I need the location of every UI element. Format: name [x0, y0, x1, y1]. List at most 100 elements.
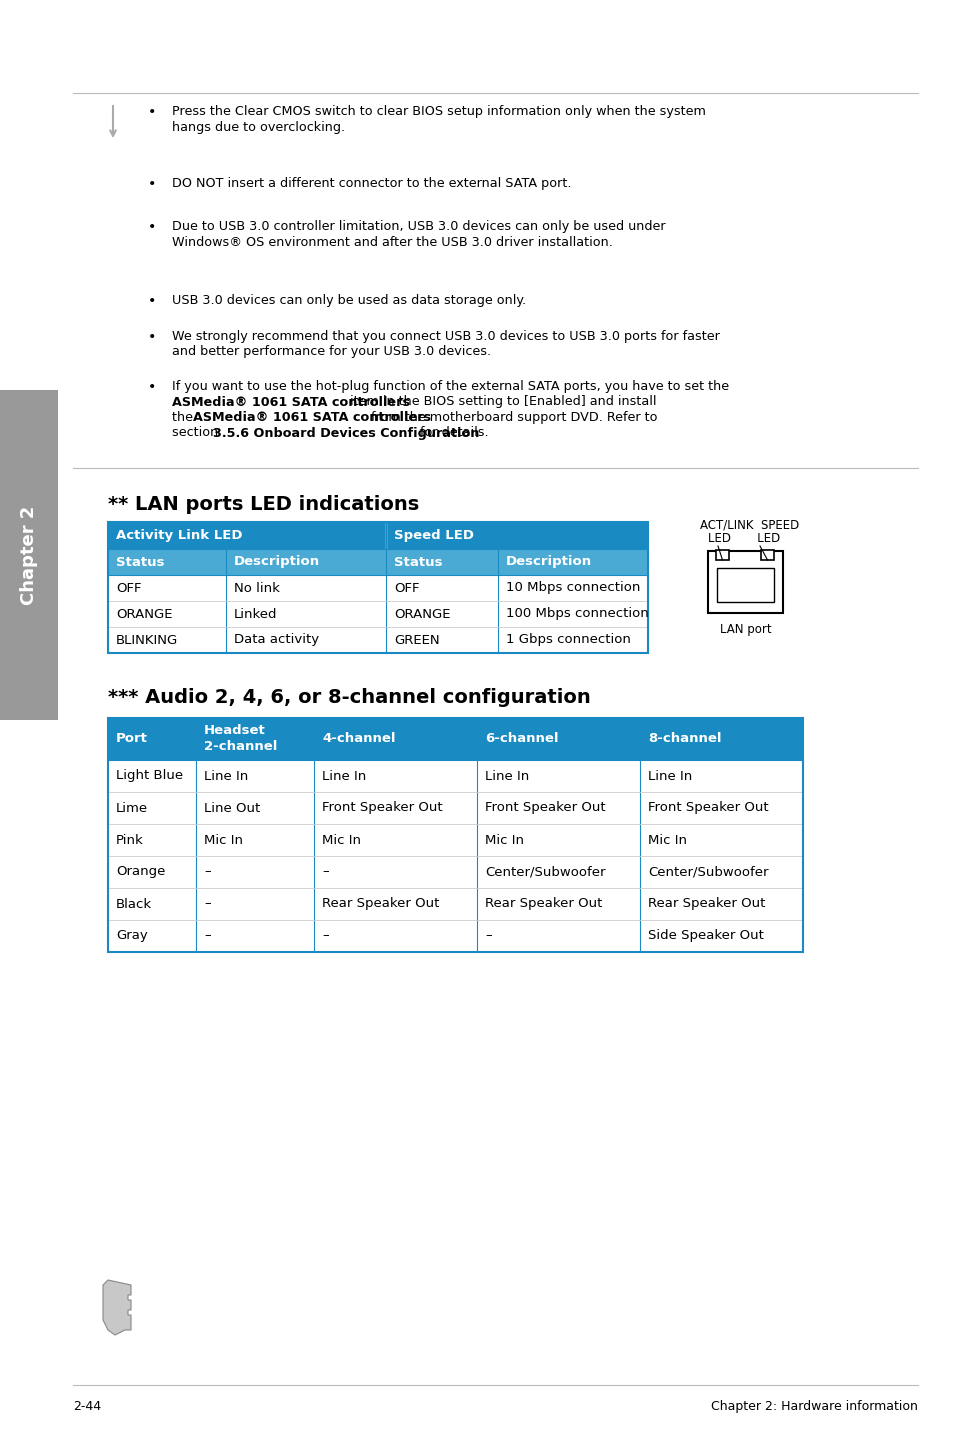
Bar — [707, 551, 782, 613]
Text: Due to USB 3.0 controller limitation, USB 3.0 devices can only be used under: Due to USB 3.0 controller limitation, US… — [172, 220, 665, 233]
Bar — [108, 575, 647, 601]
Text: Rear Speaker Out: Rear Speaker Out — [647, 897, 764, 910]
Text: Front Speaker Out: Front Speaker Out — [484, 801, 605, 814]
Bar — [0, 390, 58, 720]
Text: ASMedia® 1061 SATA controllers: ASMedia® 1061 SATA controllers — [172, 395, 410, 408]
Bar — [108, 627, 647, 653]
Polygon shape — [103, 1280, 131, 1334]
Text: Rear Speaker Out: Rear Speaker Out — [484, 897, 601, 910]
Bar — [108, 522, 647, 549]
Text: ACT/LINK  SPEED: ACT/LINK SPEED — [700, 518, 799, 531]
Text: OFF: OFF — [394, 581, 419, 594]
Text: Gray: Gray — [116, 929, 148, 942]
Bar — [717, 568, 773, 603]
Text: for details.: for details. — [416, 427, 488, 440]
Bar — [108, 601, 647, 627]
Text: Description: Description — [233, 555, 320, 568]
Text: LED       LED: LED LED — [707, 532, 780, 545]
Text: Line In: Line In — [484, 769, 529, 782]
Text: If you want to use the hot-plug function of the external SATA ports, you have to: If you want to use the hot-plug function… — [172, 380, 728, 393]
Text: Mic In: Mic In — [322, 834, 360, 847]
Text: 100 Mbps connection: 100 Mbps connection — [505, 607, 648, 621]
Text: •: • — [148, 105, 156, 119]
Text: Center/Subwoofer: Center/Subwoofer — [647, 866, 768, 879]
Text: Linked: Linked — [233, 607, 277, 621]
Text: Status: Status — [116, 555, 164, 568]
Text: Mic In: Mic In — [204, 834, 243, 847]
Text: Speed LED: Speed LED — [394, 529, 474, 542]
Text: •: • — [148, 177, 156, 191]
Text: and better performance for your USB 3.0 devices.: and better performance for your USB 3.0 … — [172, 345, 491, 358]
Bar — [108, 761, 802, 792]
Text: Center/Subwoofer: Center/Subwoofer — [484, 866, 605, 879]
Text: Port: Port — [116, 732, 148, 745]
Text: Chapter 2: Chapter 2 — [20, 505, 38, 605]
Text: 10 Mbps connection: 10 Mbps connection — [505, 581, 639, 594]
Bar — [760, 549, 773, 559]
Text: item in the BIOS setting to [Enabled] and install: item in the BIOS setting to [Enabled] an… — [346, 395, 656, 408]
Text: No link: No link — [233, 581, 279, 594]
Text: section: section — [172, 427, 222, 440]
Text: hangs due to overclocking.: hangs due to overclocking. — [172, 121, 345, 134]
Text: Activity Link LED: Activity Link LED — [116, 529, 242, 542]
Text: ** LAN ports LED indications: ** LAN ports LED indications — [108, 495, 418, 513]
Text: LAN port: LAN port — [719, 623, 771, 636]
Text: Black: Black — [116, 897, 152, 910]
Text: Press the Clear CMOS switch to clear BIOS setup information only when the system: Press the Clear CMOS switch to clear BIO… — [172, 105, 705, 118]
Text: USB 3.0 devices can only be used as data storage only.: USB 3.0 devices can only be used as data… — [172, 293, 525, 306]
Text: –: – — [322, 866, 328, 879]
Text: Chapter 2: Hardware information: Chapter 2: Hardware information — [710, 1401, 917, 1414]
Text: Line In: Line In — [322, 769, 366, 782]
Bar — [108, 522, 647, 653]
Text: •: • — [148, 293, 156, 308]
Bar — [108, 792, 802, 824]
Text: 1 Gbps connection: 1 Gbps connection — [505, 634, 630, 647]
Text: Lime: Lime — [116, 801, 148, 814]
Text: Pink: Pink — [116, 834, 144, 847]
Text: Mic In: Mic In — [484, 834, 523, 847]
Text: BLINKING: BLINKING — [116, 634, 178, 647]
Bar — [108, 856, 802, 889]
Text: Front Speaker Out: Front Speaker Out — [322, 801, 442, 814]
Text: –: – — [322, 929, 328, 942]
Text: –: – — [204, 929, 211, 942]
Text: ASMedia® 1061 SATA controllers: ASMedia® 1061 SATA controllers — [193, 411, 430, 424]
Text: Front Speaker Out: Front Speaker Out — [647, 801, 768, 814]
Text: Line In: Line In — [204, 769, 248, 782]
Text: –: – — [204, 866, 211, 879]
Text: Data activity: Data activity — [233, 634, 319, 647]
Text: Line In: Line In — [647, 769, 692, 782]
Text: 2-channel: 2-channel — [204, 741, 277, 754]
Bar — [108, 824, 802, 856]
Text: Status: Status — [394, 555, 442, 568]
Text: the: the — [172, 411, 196, 424]
Text: –: – — [204, 897, 211, 910]
Text: OFF: OFF — [116, 581, 141, 594]
Text: –: – — [484, 929, 491, 942]
Text: Rear Speaker Out: Rear Speaker Out — [322, 897, 439, 910]
Bar — [716, 549, 728, 559]
Text: 6-channel: 6-channel — [484, 732, 558, 745]
Text: •: • — [148, 220, 156, 234]
Text: DO NOT insert a different connector to the external SATA port.: DO NOT insert a different connector to t… — [172, 177, 571, 190]
Text: •: • — [148, 329, 156, 344]
Text: 8-channel: 8-channel — [647, 732, 720, 745]
Text: ORANGE: ORANGE — [116, 607, 172, 621]
Bar — [108, 549, 647, 575]
Text: ORANGE: ORANGE — [394, 607, 450, 621]
Bar — [108, 920, 802, 952]
Text: 4-channel: 4-channel — [322, 732, 395, 745]
Text: 2-44: 2-44 — [73, 1401, 101, 1414]
Text: *** Audio 2, 4, 6, or 8-channel configuration: *** Audio 2, 4, 6, or 8-channel configur… — [108, 687, 590, 707]
Text: Mic In: Mic In — [647, 834, 686, 847]
Bar — [108, 718, 802, 952]
Text: •: • — [148, 380, 156, 394]
Text: from the motherboard support DVD. Refer to: from the motherboard support DVD. Refer … — [366, 411, 657, 424]
Text: Orange: Orange — [116, 866, 165, 879]
Text: Windows® OS environment and after the USB 3.0 driver installation.: Windows® OS environment and after the US… — [172, 236, 612, 249]
Text: Line Out: Line Out — [204, 801, 260, 814]
Bar — [108, 889, 802, 920]
Bar — [108, 718, 802, 761]
Text: We strongly recommend that you connect USB 3.0 devices to USB 3.0 ports for fast: We strongly recommend that you connect U… — [172, 329, 720, 344]
Text: GREEN: GREEN — [394, 634, 439, 647]
